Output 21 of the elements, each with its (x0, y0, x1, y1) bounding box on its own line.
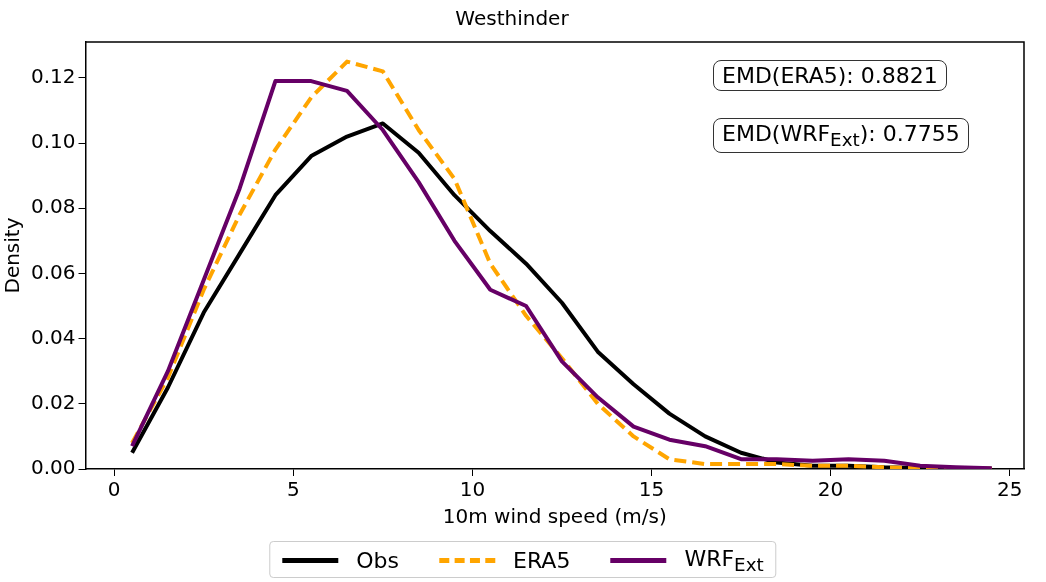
x-axis-title: 10m wind speed (m/s) (442, 504, 667, 529)
y-tick-label: 0.12 (31, 64, 76, 89)
annotation: EMD(WRF$_{Ext}$): 0.7755 (713, 118, 969, 154)
x-tick-label: 25 (996, 477, 1023, 502)
annotation: EMD(ERA5): 0.8821 (713, 60, 947, 91)
y-tick-label: 0.00 (31, 455, 76, 480)
x-tick-label: 15 (638, 477, 665, 502)
legend-label: ERA5 (513, 548, 571, 574)
y-tick-label: 0.10 (31, 129, 76, 154)
y-tick-label: 0.06 (31, 259, 76, 284)
x-tick-label: 10 (459, 477, 486, 502)
x-tick-label: 0 (107, 477, 121, 502)
legend-label: WRF$_{Ext}$ (684, 546, 764, 576)
legend-label: Obs (356, 548, 400, 574)
y-axis-title: Density (0, 217, 25, 294)
chart-title: Westhinder (455, 6, 570, 31)
y-tick-label: 0.02 (31, 390, 76, 415)
x-tick-label: 20 (817, 477, 844, 502)
y-tick-label: 0.08 (31, 194, 76, 219)
y-tick-label: 0.04 (31, 324, 76, 349)
x-tick-label: 5 (286, 477, 300, 502)
